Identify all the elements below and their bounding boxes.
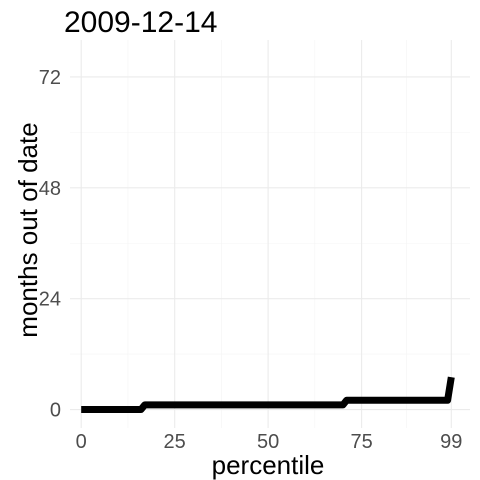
chart-title: 2009-12-14	[64, 6, 217, 39]
x-tick-labels: 0 25 50 75 99	[76, 431, 463, 453]
x-tick-label: 25	[164, 431, 186, 453]
y-axis-title: months out of date	[13, 122, 43, 337]
y-tick-label: 48	[39, 178, 61, 200]
series-layer	[81, 376, 455, 413]
x-tick-label: 0	[76, 431, 87, 453]
x-tick-label: 50	[257, 431, 279, 453]
x-axis-title: percentile	[212, 450, 325, 480]
y-tick-labels: 0 24 48 72	[39, 67, 61, 422]
y-tick-label: 0	[50, 400, 61, 422]
x-tick-label: 75	[350, 431, 372, 453]
x-tick-label: 99	[440, 431, 462, 453]
y-tick-label: 72	[39, 67, 61, 89]
y-tick-label: 24	[39, 289, 61, 311]
grid-lines	[70, 40, 470, 428]
series-line-0	[81, 376, 455, 413]
